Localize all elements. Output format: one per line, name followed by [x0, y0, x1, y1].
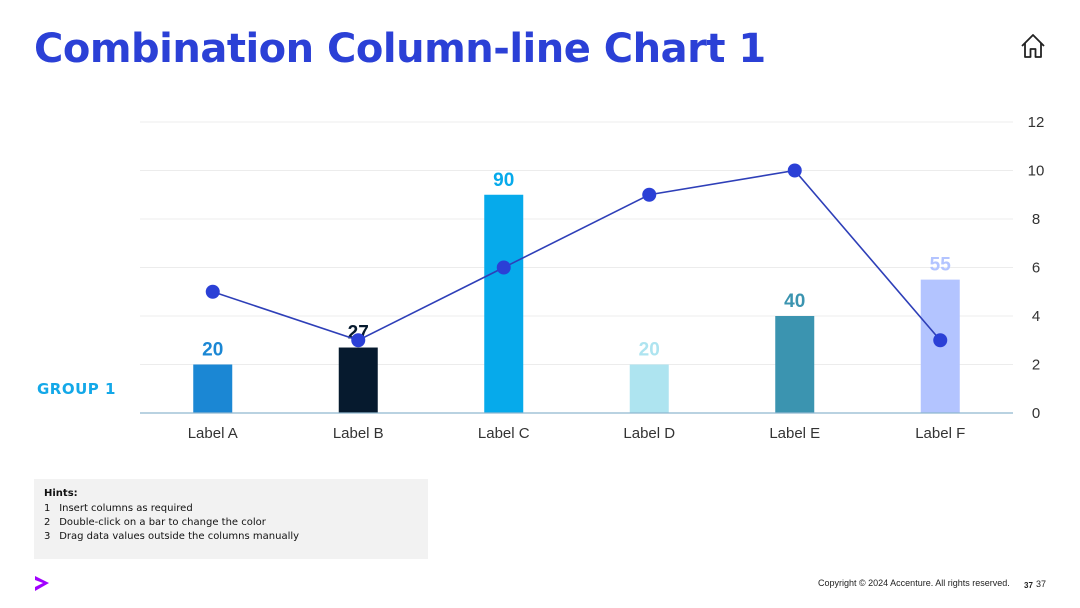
hint-text: Double-click on a bar to change the colo…: [59, 517, 266, 528]
hints-title: Hints:: [44, 488, 78, 499]
hint-text: Drag data values outside the columns man…: [59, 531, 300, 542]
line-series: [205, 163, 948, 348]
bar-data-label: 20: [639, 340, 660, 361]
hint-item: 1 Insert columns as required: [44, 503, 418, 514]
bar-data-label: 90: [493, 170, 514, 191]
category-tick-label: Label E: [769, 425, 820, 442]
line-series-path: [212, 169, 941, 342]
page-title: Combination Column-line Chart 1: [34, 26, 766, 72]
bar-data-label: 20: [202, 340, 223, 361]
right-axis-tick-label: 10: [1028, 163, 1045, 180]
hint-number: 2: [44, 517, 51, 528]
hint-number: 1: [44, 503, 51, 514]
line-point: [933, 333, 948, 348]
bar-series: [193, 194, 960, 413]
bar: [338, 347, 378, 413]
page-number: 37: [1036, 579, 1047, 589]
bar-data-label: 55: [930, 255, 952, 276]
bar: [193, 364, 233, 413]
line-point: [205, 284, 220, 299]
category-tick-label: Label A: [188, 425, 238, 442]
category-tick-label: Label B: [333, 425, 384, 442]
line-point: [351, 333, 366, 348]
accenture-logo-icon: [35, 576, 49, 591]
right-axis-tick-label: 6: [1032, 260, 1040, 277]
category-tick-label: Label C: [478, 425, 530, 442]
category-tick-label: Label F: [915, 425, 965, 442]
hint-text: Insert columns as required: [59, 503, 193, 514]
page-number-bold: 37: [1024, 581, 1033, 590]
chart-grid: [140, 121, 1013, 365]
hint-number: 3: [44, 531, 51, 542]
right-axis-tick-label: 12: [1028, 114, 1045, 131]
bar: [775, 316, 815, 413]
bar: [629, 364, 669, 413]
chart-axes: 0 2 4 6 8 10 12 Label A Label B Label C Label D Lab…: [140, 114, 1044, 442]
bar-data-label: 40: [784, 291, 805, 312]
home-icon[interactable]: [1019, 32, 1047, 60]
right-axis-tick-label: 8: [1032, 211, 1040, 228]
category-tick-label: Label D: [623, 425, 675, 442]
line-point: [496, 260, 511, 275]
hint-item: 3 Drag data values outside the columns m…: [44, 531, 418, 542]
line-point: [642, 187, 657, 202]
group-label: GROUP 1: [37, 380, 116, 398]
right-axis-tick-label: 0: [1032, 405, 1040, 422]
copyright-text: Copyright © 2024 Accenture. All rights r…: [818, 578, 1010, 588]
hints-box: Hints: 1 Insert columns as required 2 Do…: [34, 479, 428, 559]
line-point: [787, 163, 802, 178]
hint-item: 2 Double-click on a bar to change the co…: [44, 517, 418, 528]
right-axis-tick-label: 4: [1032, 308, 1040, 325]
right-axis-tick-label: 2: [1032, 357, 1040, 374]
bar: [484, 194, 524, 413]
